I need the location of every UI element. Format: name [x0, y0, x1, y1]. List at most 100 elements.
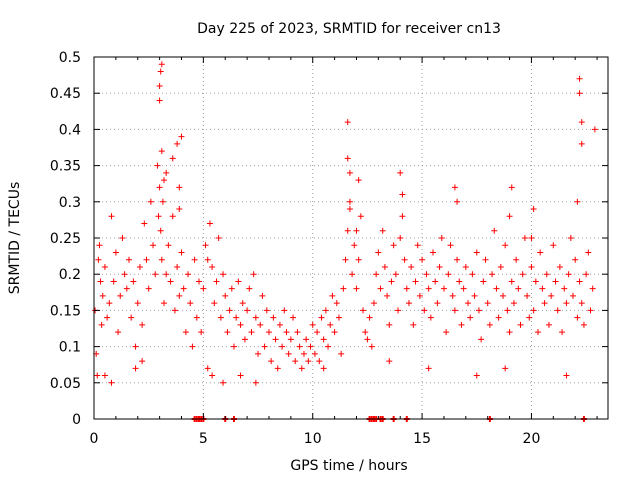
data-point [399, 213, 406, 220]
data-point [292, 358, 299, 365]
x-tick-label: 15 [413, 431, 431, 447]
data-point [331, 329, 338, 336]
data-point [160, 177, 167, 184]
data-point [322, 307, 329, 314]
data-point [454, 256, 461, 263]
data-point [521, 235, 528, 241]
data-point [502, 365, 509, 372]
data-point [200, 285, 207, 292]
data-point [410, 321, 417, 328]
data-point [585, 249, 592, 256]
data-point [403, 285, 410, 292]
data-point [390, 242, 397, 249]
data-point [115, 329, 122, 336]
data-point [430, 249, 437, 256]
data-point [574, 314, 581, 321]
data-point [160, 300, 167, 307]
data-point [513, 256, 520, 263]
data-point [159, 198, 166, 205]
data-point [274, 365, 281, 372]
data-point [528, 263, 535, 270]
data-point [141, 220, 148, 227]
data-point [436, 263, 443, 270]
data-point [228, 285, 235, 292]
data-point [572, 256, 579, 263]
data-point [451, 184, 458, 191]
y-tick-label: 0.4 [59, 122, 81, 138]
data-point [375, 249, 382, 256]
data-point [252, 314, 259, 321]
data-point [268, 358, 275, 365]
data-point [98, 321, 105, 328]
data-point [209, 372, 216, 379]
data-point [244, 307, 251, 314]
data-point [163, 271, 170, 278]
data-point [263, 307, 270, 314]
data-point [366, 314, 373, 321]
data-point [157, 68, 164, 75]
data-point [265, 329, 272, 336]
data-point [189, 343, 196, 350]
data-point [530, 307, 537, 314]
y-tick-label: 0.25 [50, 231, 81, 247]
data-point [537, 249, 544, 256]
data-point [176, 206, 183, 213]
data-point [491, 227, 498, 234]
data-point [261, 343, 268, 350]
data-point [432, 278, 439, 285]
data-point [158, 256, 165, 263]
data-point [211, 300, 218, 307]
data-point [401, 256, 408, 263]
data-point [578, 300, 585, 307]
data-point [303, 336, 310, 343]
data-point [570, 292, 577, 299]
data-point [125, 256, 132, 263]
data-point [97, 278, 104, 285]
data-point [353, 227, 360, 234]
data-point [195, 278, 202, 285]
data-point [515, 285, 522, 292]
data-point [478, 336, 485, 343]
data-point [427, 314, 434, 321]
data-point [320, 336, 327, 343]
data-point [169, 213, 176, 220]
data-point [344, 155, 351, 162]
data-point [421, 307, 428, 314]
data-point [241, 336, 248, 343]
data-point [230, 343, 237, 350]
data-point [506, 329, 513, 336]
data-point [340, 285, 347, 292]
data-point [220, 379, 227, 386]
data-point [360, 307, 367, 314]
data-point [480, 278, 487, 285]
data-point [220, 271, 227, 278]
data-point [246, 285, 253, 292]
data-point [397, 235, 404, 241]
data-point [548, 292, 555, 299]
data-point [574, 198, 581, 205]
data-point [355, 177, 362, 184]
data-point [156, 82, 163, 89]
data-point [561, 285, 568, 292]
data-point [353, 285, 360, 292]
data-point [152, 271, 159, 278]
data-point [526, 314, 533, 321]
data-point [108, 213, 115, 220]
y-tick-label: 0.3 [59, 195, 81, 211]
data-point [456, 278, 463, 285]
data-point [155, 213, 162, 220]
data-point [541, 300, 548, 307]
data-point [355, 256, 362, 263]
data-point [451, 307, 458, 314]
data-point [157, 227, 164, 234]
data-point [123, 285, 130, 292]
data-point [193, 314, 200, 321]
data-point [300, 350, 307, 357]
data-point [294, 329, 301, 336]
data-point [335, 314, 342, 321]
data-point [176, 184, 183, 191]
data-point [535, 329, 542, 336]
data-point [174, 263, 181, 270]
data-point [545, 321, 552, 328]
data-point [500, 292, 507, 299]
